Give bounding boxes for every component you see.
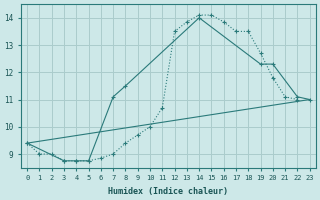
X-axis label: Humidex (Indice chaleur): Humidex (Indice chaleur) (108, 187, 228, 196)
